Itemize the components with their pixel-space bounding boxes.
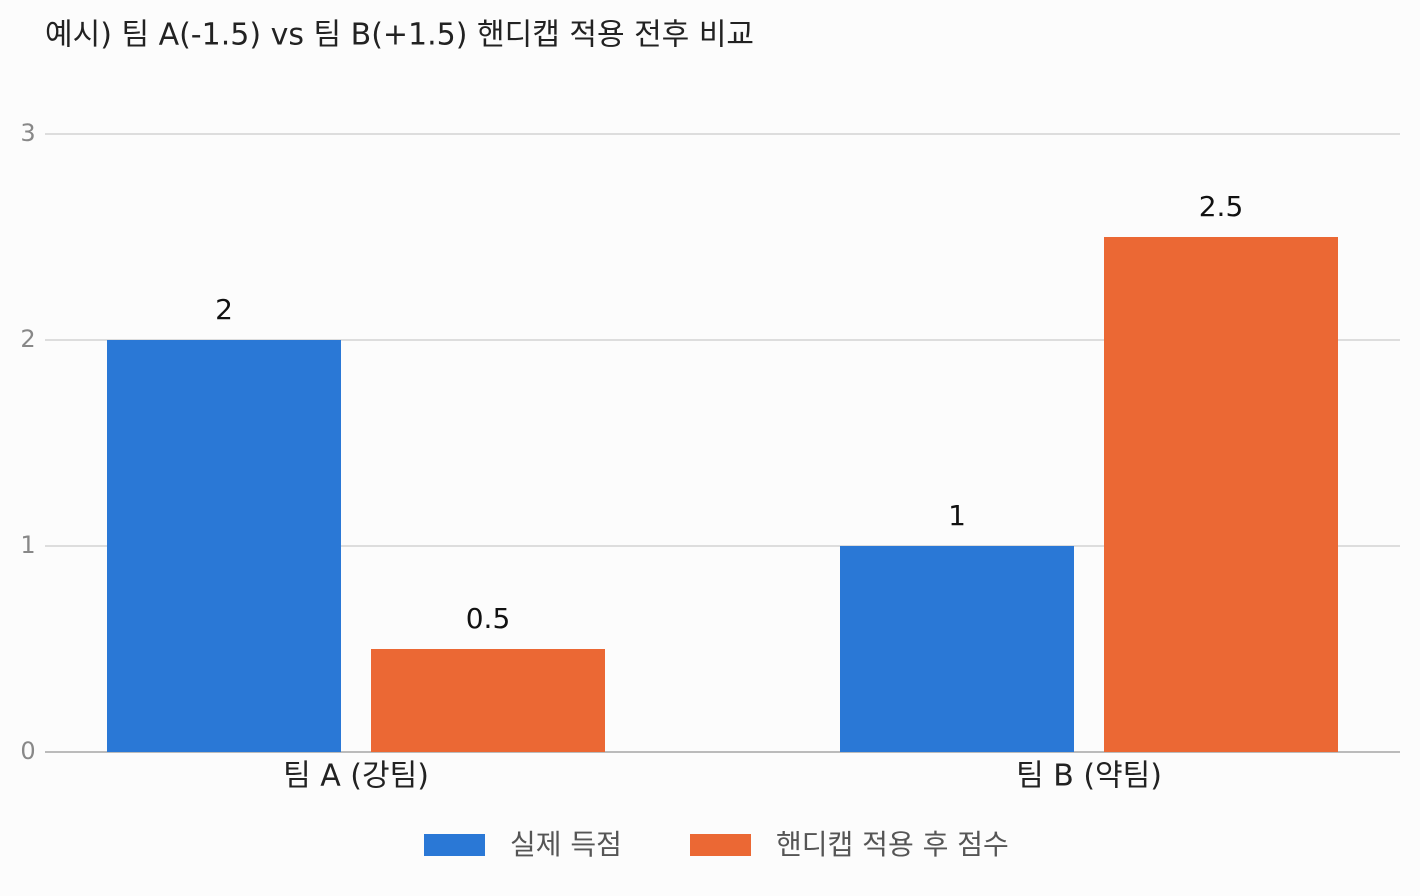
legend-swatch — [424, 834, 485, 856]
bar — [107, 340, 341, 752]
bar — [371, 649, 605, 752]
value-label: 2 — [215, 293, 233, 326]
x-tick-label: 팀 A (강팀) — [283, 759, 429, 794]
y-tick-label: 3 — [20, 119, 35, 147]
value-label: 2.5 — [1199, 190, 1244, 223]
legend-label: 실제 득점 — [510, 828, 622, 861]
value-label: 0.5 — [466, 602, 511, 635]
y-tick-label: 1 — [20, 531, 35, 559]
y-tick-label: 0 — [20, 737, 35, 765]
chart-title: 예시) 팀 A(-1.5) vs 팀 B(+1.5) 핸디캡 적용 전후 비교 — [45, 18, 754, 53]
y-tick-label: 2 — [20, 325, 35, 353]
bar — [840, 546, 1074, 752]
bar — [1104, 237, 1338, 752]
value-label: 1 — [948, 499, 966, 532]
legend-swatch — [690, 834, 751, 856]
x-tick-label: 팀 B (약팀) — [1016, 759, 1162, 794]
legend-label: 핸디캡 적용 후 점수 — [776, 828, 1009, 861]
